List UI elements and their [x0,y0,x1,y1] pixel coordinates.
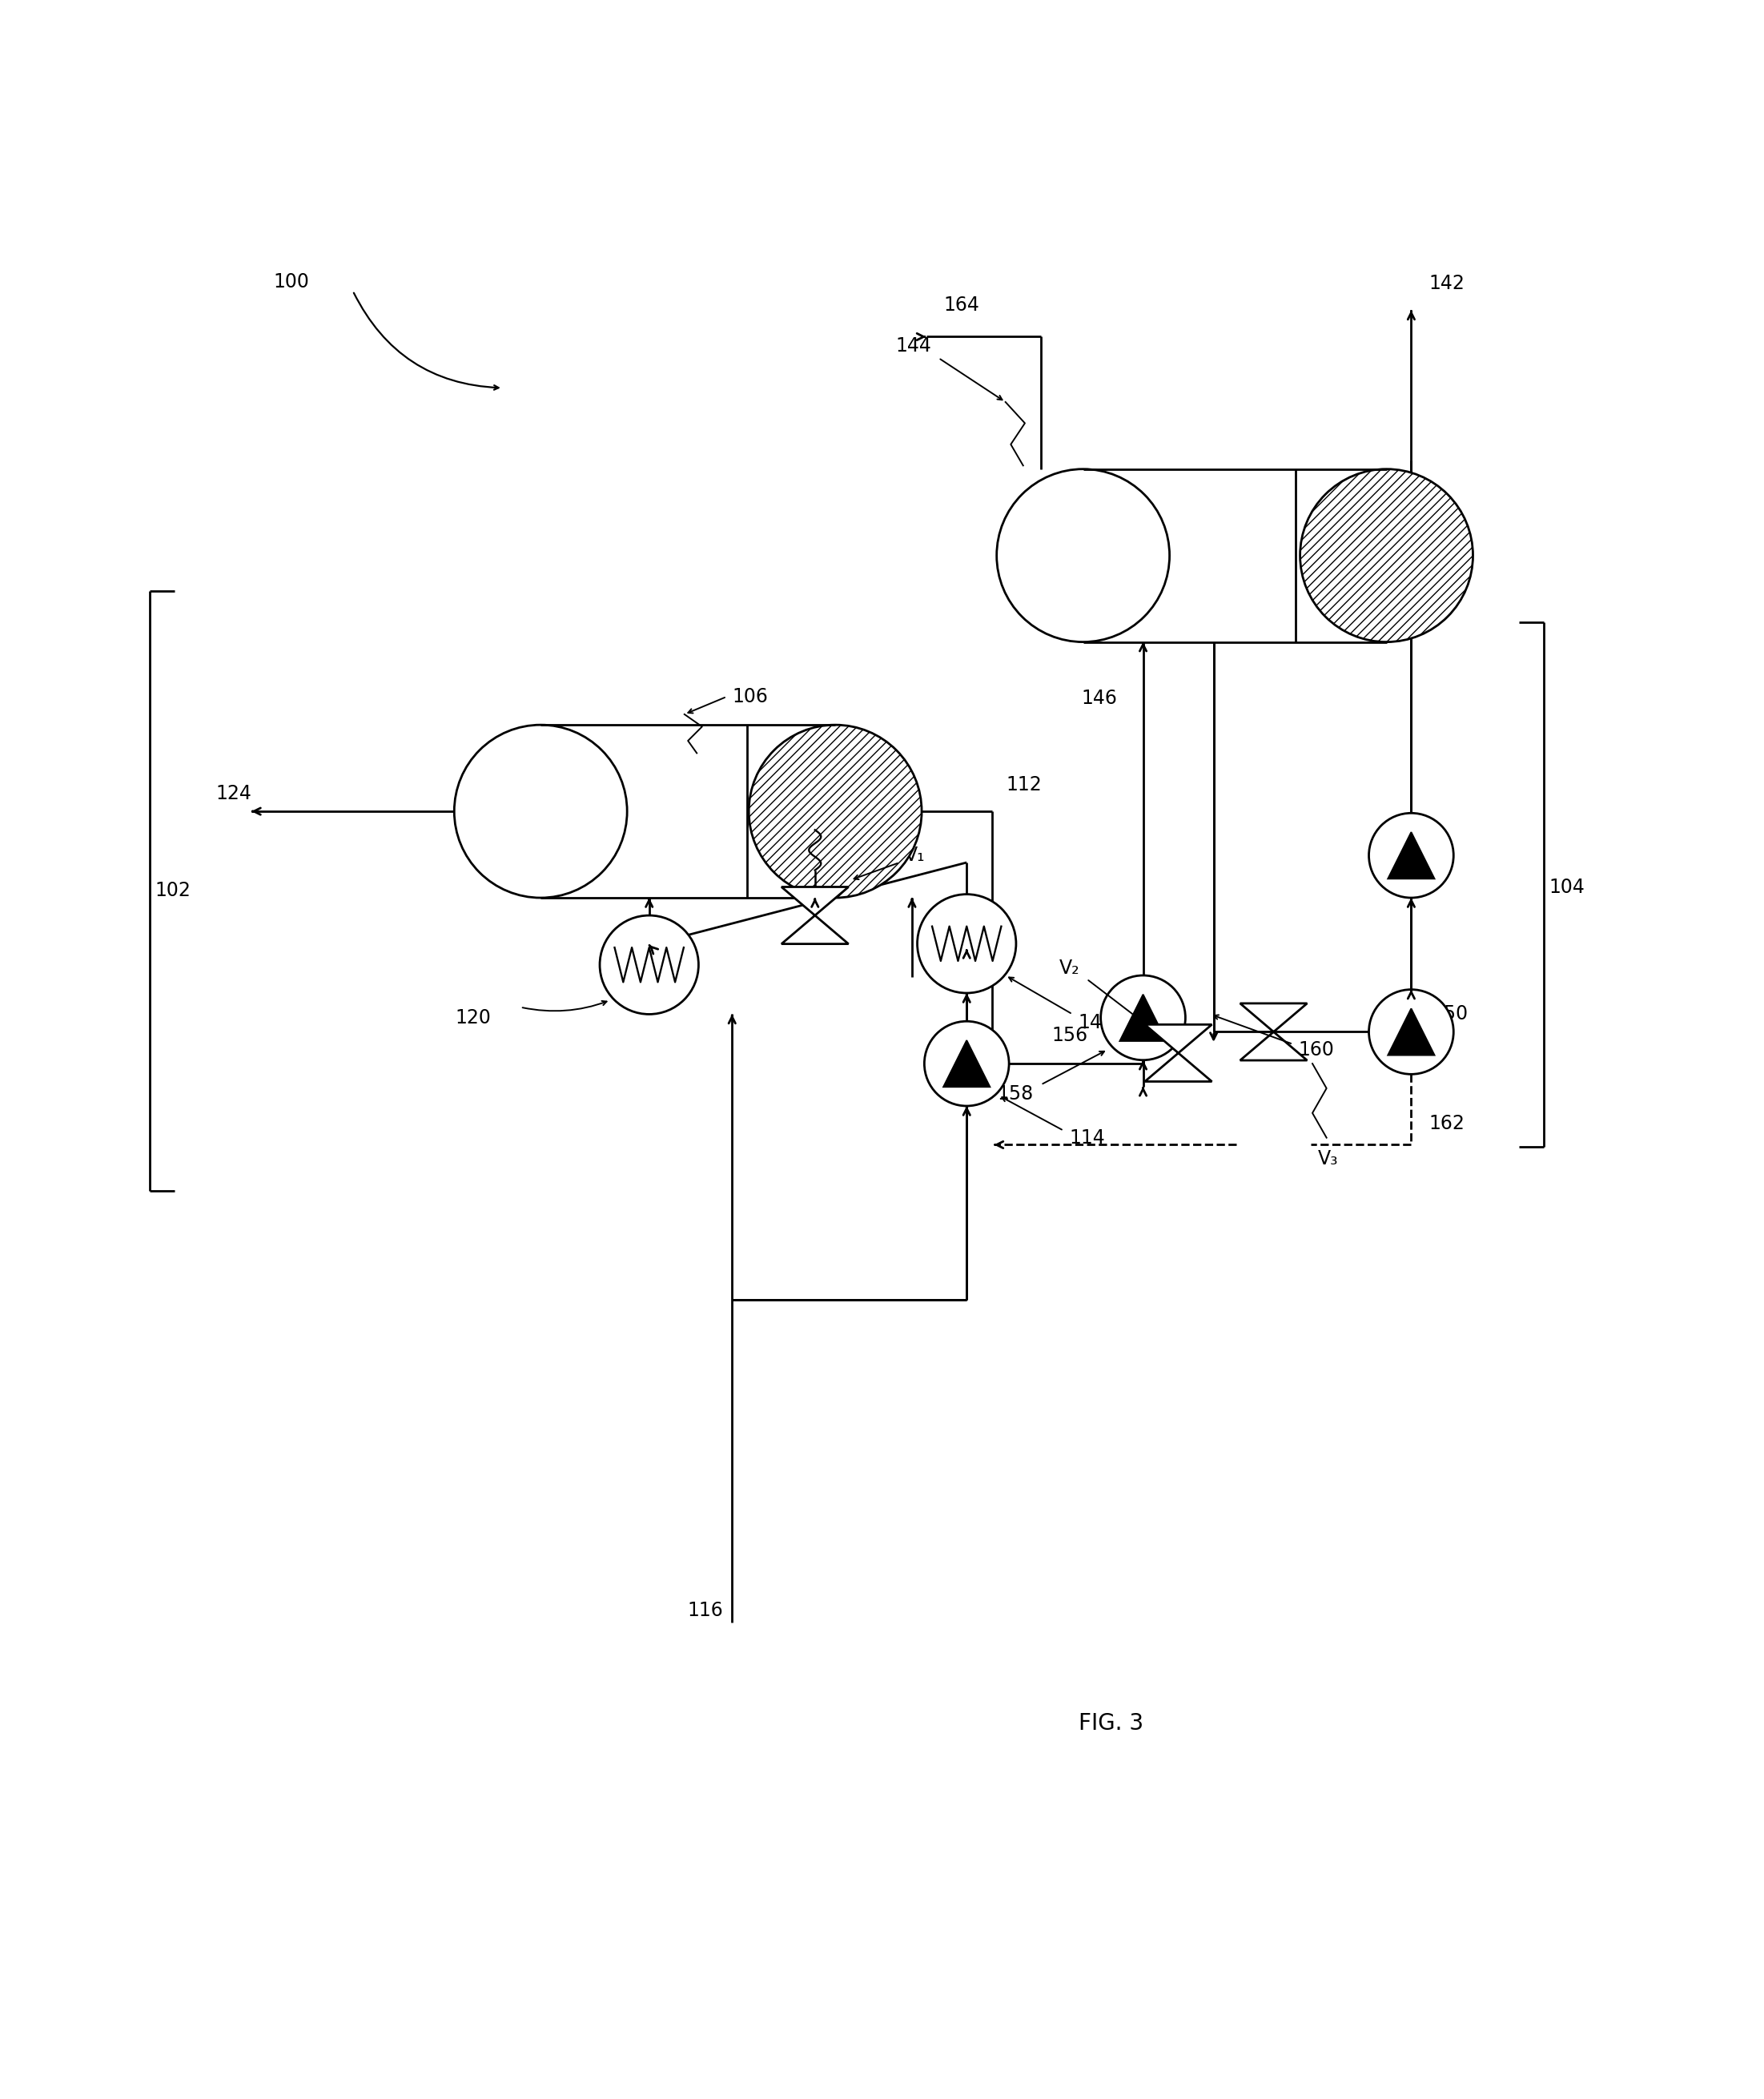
Text: 122: 122 [653,867,688,886]
Text: 156: 156 [1051,1026,1087,1045]
Circle shape [1101,976,1185,1060]
Text: 124: 124 [217,785,252,804]
Circle shape [917,894,1016,993]
Text: 141: 141 [1078,1014,1113,1033]
Polygon shape [1120,995,1166,1041]
Text: 150: 150 [1432,1005,1468,1024]
Circle shape [924,1022,1009,1106]
Circle shape [600,915,699,1014]
Polygon shape [1388,1008,1434,1056]
Bar [1295,468,1387,642]
Bar [542,724,836,898]
Ellipse shape [997,468,1170,642]
Text: 108: 108 [737,873,773,894]
Text: V₃: V₃ [1318,1150,1339,1169]
Text: 102: 102 [155,882,191,900]
Polygon shape [1240,1003,1307,1060]
Ellipse shape [748,724,923,898]
Text: 100: 100 [273,273,309,292]
Text: 144: 144 [896,336,931,355]
Polygon shape [781,888,848,945]
Text: 104: 104 [1549,877,1584,896]
Ellipse shape [455,724,628,898]
Text: 142: 142 [1429,275,1464,294]
Text: FIG. 3: FIG. 3 [1080,1713,1143,1734]
Text: 162: 162 [1429,1115,1464,1133]
Circle shape [1369,812,1454,898]
Polygon shape [1388,831,1434,879]
Text: 112: 112 [1005,775,1043,796]
Text: V₁: V₁ [905,846,926,865]
Text: 158: 158 [997,1083,1034,1104]
Text: V₂: V₂ [1058,959,1080,978]
Text: 120: 120 [455,1008,490,1026]
Text: 164: 164 [944,296,979,315]
Ellipse shape [1300,468,1473,642]
Bar [1083,468,1387,642]
Text: 110: 110 [926,938,961,957]
Text: 106: 106 [732,686,767,705]
Circle shape [1369,989,1454,1075]
Polygon shape [1145,1024,1212,1081]
Text: 146: 146 [1081,688,1117,707]
Text: 114: 114 [1069,1127,1104,1148]
Text: 160: 160 [1298,1039,1334,1060]
Bar [746,724,836,898]
Polygon shape [944,1041,990,1087]
Text: 116: 116 [688,1602,723,1620]
